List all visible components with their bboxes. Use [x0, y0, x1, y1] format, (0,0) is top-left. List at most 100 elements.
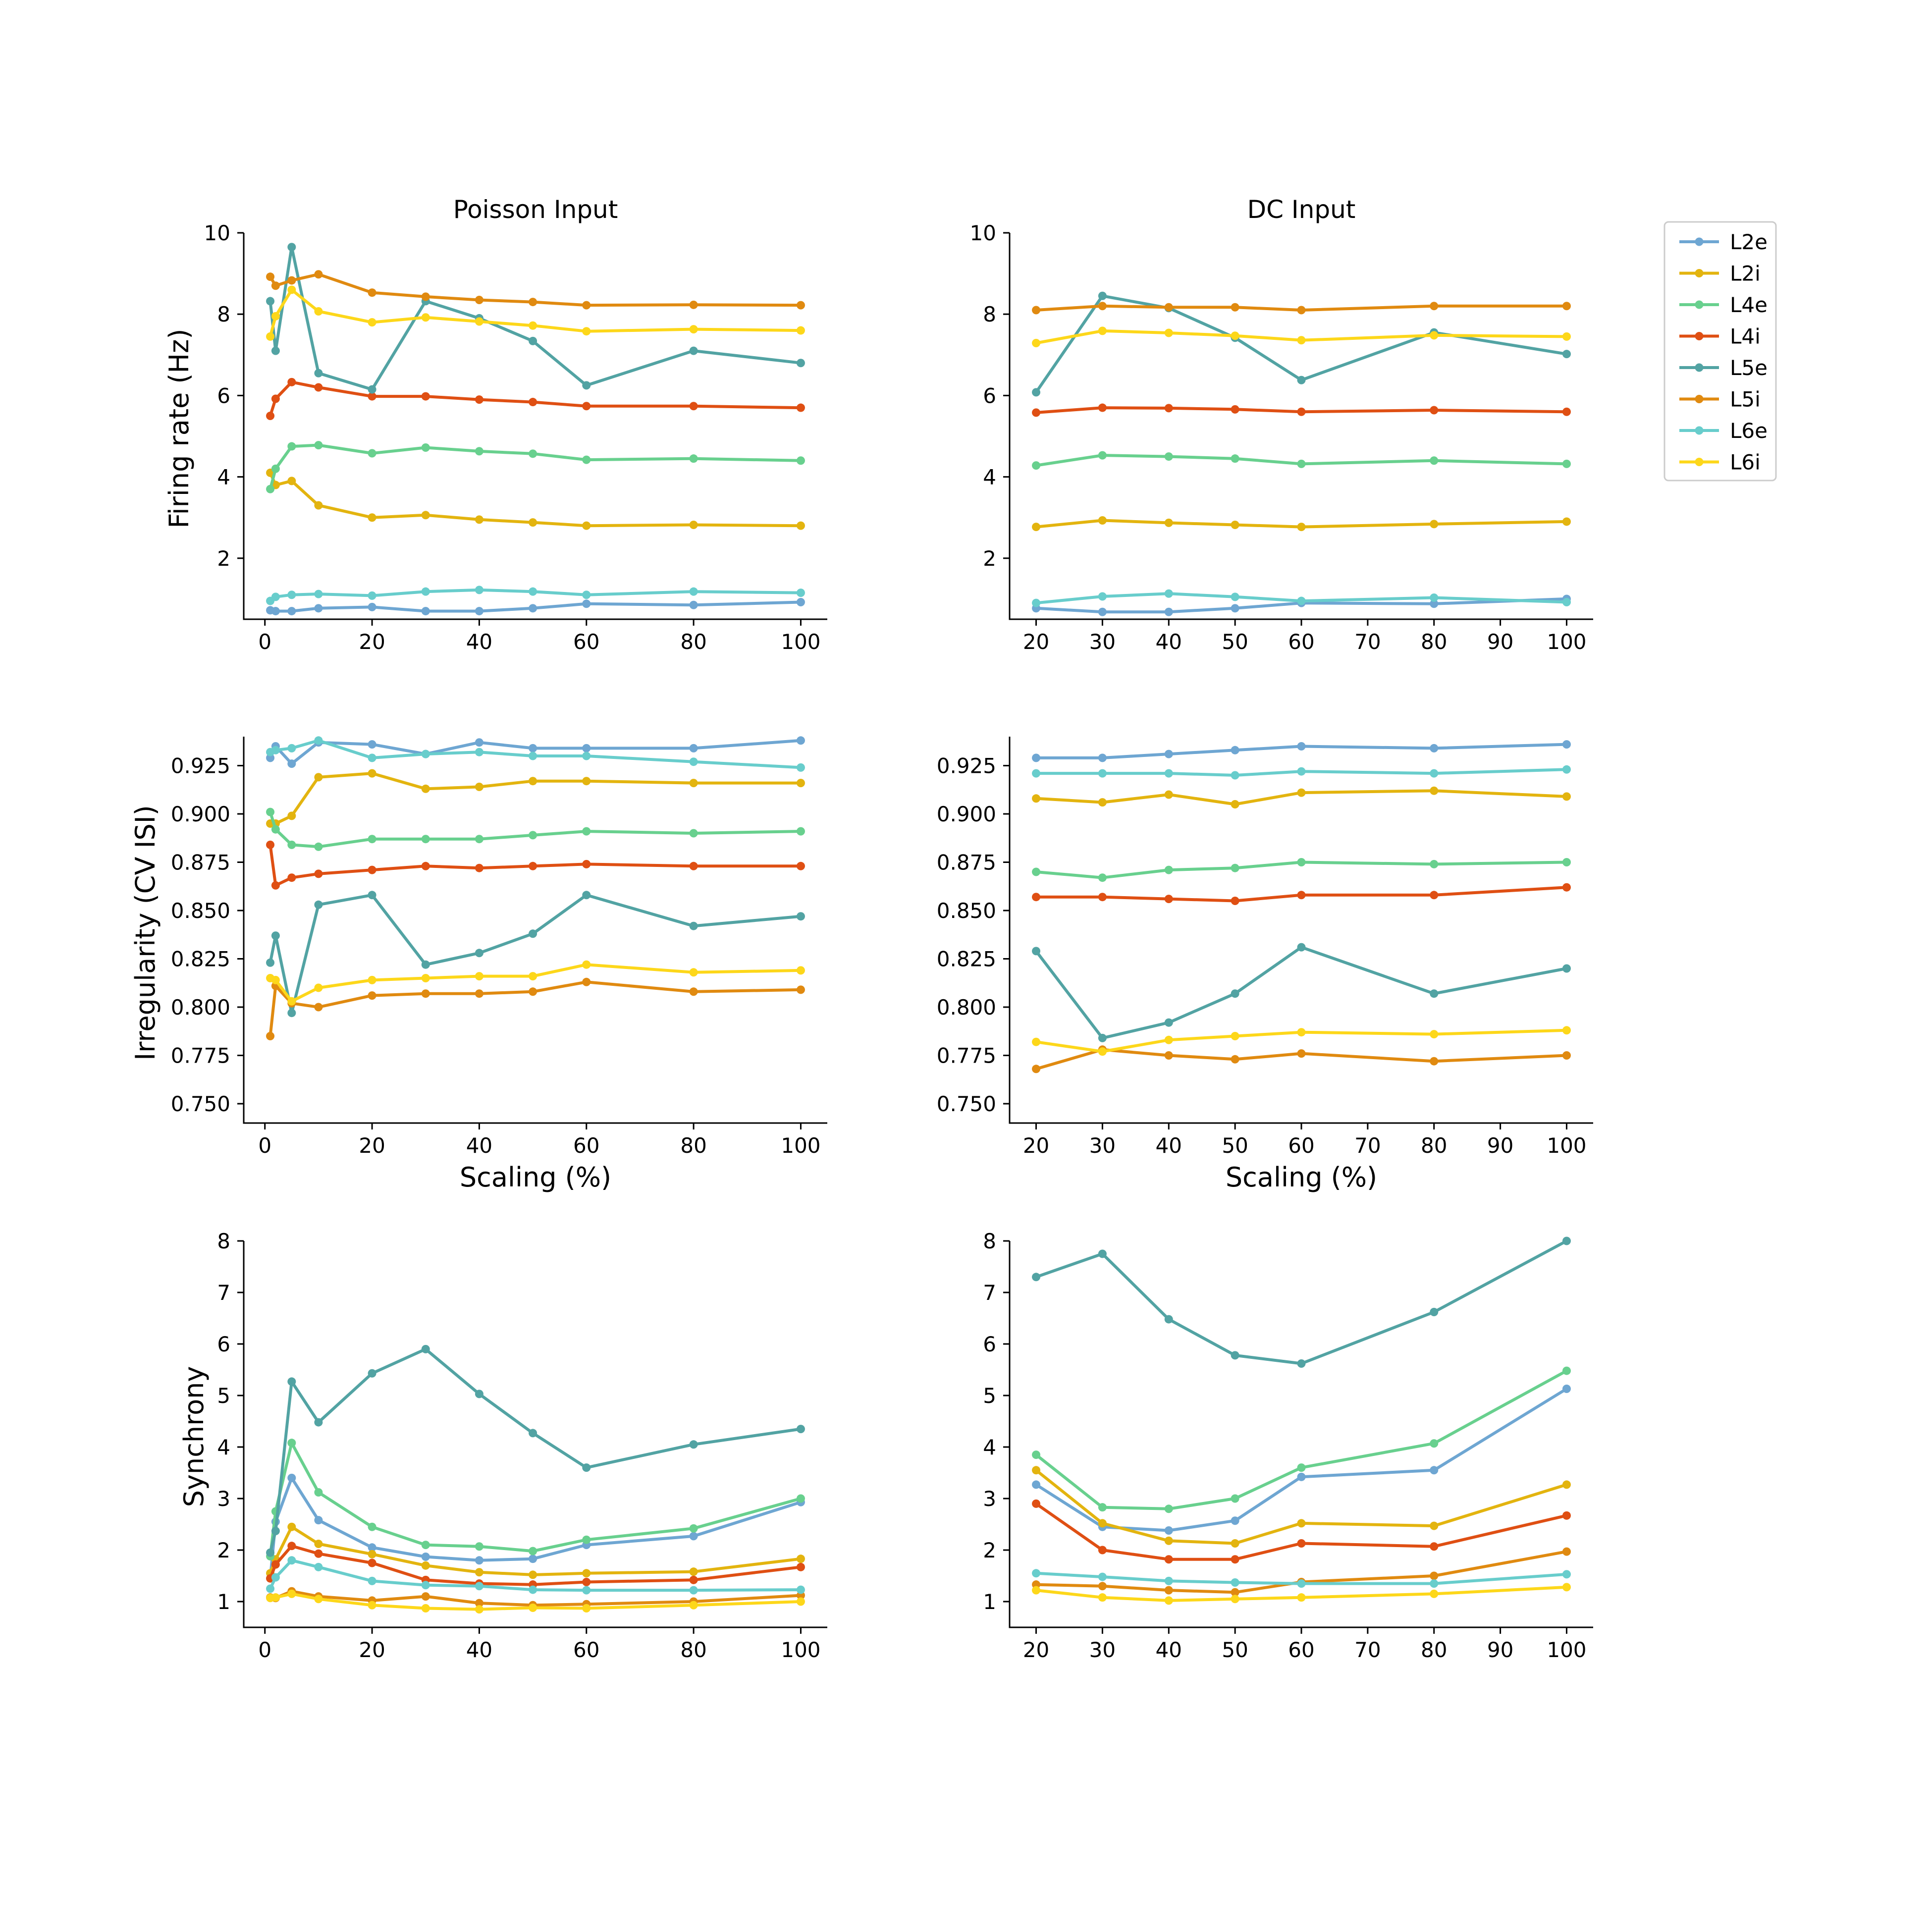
data-point-L6e	[796, 1585, 805, 1594]
data-point-L6i	[1430, 331, 1439, 340]
data-point-L6e	[287, 744, 296, 752]
data-point-L4e	[1098, 873, 1107, 882]
data-point-L4e	[1430, 456, 1439, 465]
data-point-L6i	[314, 307, 323, 316]
data-point-L5e	[529, 1429, 537, 1438]
data-point-L6e	[421, 587, 430, 596]
data-point-L2i	[1430, 520, 1439, 529]
data-point-L4i	[1032, 893, 1041, 902]
data-point-L4e	[1562, 1366, 1571, 1375]
x-tick-label: 60	[1288, 1638, 1314, 1662]
data-point-L5e	[1297, 376, 1306, 384]
data-point-L4e	[529, 449, 537, 458]
data-point-L4i	[475, 863, 483, 872]
data-point-L2e	[1032, 753, 1041, 762]
data-point-L5e	[1297, 943, 1306, 952]
data-point-L2e	[421, 1553, 430, 1561]
data-point-L4e	[421, 835, 430, 844]
x-tick-label: 0	[258, 1638, 271, 1662]
data-point-L6e	[1297, 1579, 1306, 1588]
data-point-L2i	[1032, 794, 1041, 803]
data-point-L2i	[1297, 523, 1306, 532]
data-point-L5i	[1032, 1065, 1041, 1073]
data-point-L4i	[1164, 404, 1173, 413]
data-point-L6i	[529, 321, 537, 330]
data-point-L5i	[266, 1032, 275, 1040]
data-point-L2i	[475, 1568, 483, 1577]
x-axis-label: Scaling (%)	[1226, 1162, 1377, 1193]
data-point-L2e	[1430, 1466, 1439, 1475]
data-point-L4i	[1430, 406, 1439, 415]
data-point-L2i	[368, 1550, 376, 1558]
x-tick-label: 100	[781, 1133, 820, 1158]
x-tick-label: 100	[1547, 630, 1586, 654]
data-point-L4i	[368, 1558, 376, 1567]
data-point-L6e	[287, 1556, 296, 1565]
data-point-L2e	[271, 607, 280, 616]
data-point-L2i	[1562, 792, 1571, 801]
y-tick-label: 6	[217, 1332, 230, 1356]
data-point-L5e	[1098, 1033, 1107, 1042]
data-point-L4e	[796, 456, 805, 465]
data-point-L2e	[1430, 744, 1439, 752]
data-point-L4i	[421, 861, 430, 870]
data-point-L2e	[287, 607, 296, 616]
data-point-L2i	[475, 515, 483, 524]
panel-dc-cv: Scaling (%) 20 30 40 50 60 70 80 90 100 0.750 0.77…	[937, 737, 1593, 1193]
y-tick-label: 0.750	[937, 1092, 996, 1116]
y-axis-label: Synchrony	[178, 1366, 210, 1507]
data-point-L5e	[271, 346, 280, 355]
legend-label-L2i: L2i	[1730, 262, 1761, 286]
data-point-L6e	[1032, 598, 1041, 607]
data-point-L6i	[1231, 1595, 1239, 1604]
data-point-L6i	[1231, 331, 1239, 340]
x-tick-label: 100	[1547, 1638, 1586, 1662]
data-point-L5e	[266, 297, 275, 306]
axis-spines	[1009, 737, 1593, 1124]
data-point-L6i	[796, 326, 805, 335]
data-point-L4e	[1164, 865, 1173, 874]
x-tick-label: 20	[359, 630, 385, 654]
y-tick-label: 8	[217, 302, 230, 326]
data-point-L6i	[1032, 339, 1041, 348]
x-tick-label: 80	[1421, 630, 1447, 654]
y-tick-label: 3	[217, 1487, 230, 1511]
data-point-L6i	[1098, 1593, 1107, 1602]
x-tick-label: 80	[680, 1638, 706, 1662]
data-point-L6e	[1098, 592, 1107, 601]
data-point-L2i	[796, 521, 805, 530]
x-tick-label: 80	[1421, 1638, 1447, 1662]
data-point-L6i	[1032, 1586, 1041, 1595]
x-tick-label: 30	[1089, 1133, 1116, 1158]
data-point-L2e	[1231, 746, 1239, 754]
y-tick-label: 8	[983, 302, 996, 326]
data-point-L2i	[529, 1570, 537, 1579]
data-point-L2e	[1231, 604, 1239, 613]
data-point-L2e	[314, 604, 323, 613]
data-point-L5e	[271, 1527, 280, 1536]
data-point-L4i	[582, 859, 591, 868]
legend-marker-L6e	[1695, 426, 1704, 435]
data-point-L4i	[1164, 1555, 1173, 1564]
data-point-L6i	[1164, 328, 1173, 337]
x-tick-label: 60	[1288, 1133, 1314, 1158]
data-point-L5e	[1430, 989, 1439, 998]
axis-spines	[1009, 233, 1593, 620]
data-point-L2i	[1297, 788, 1306, 797]
data-point-L6e	[796, 763, 805, 772]
data-point-L4i	[271, 1560, 280, 1569]
data-point-L4e	[529, 1547, 537, 1556]
data-point-L5e	[796, 359, 805, 368]
data-point-L6i	[1430, 1030, 1439, 1039]
data-point-L5i	[1231, 303, 1239, 312]
data-point-L4e	[421, 443, 430, 452]
x-axis-label: Scaling (%)	[460, 1162, 611, 1193]
panel-poisson-rate: Poisson Input Firing rate (Hz) 0 20 40 60 80…	[163, 195, 827, 654]
y-tick-label: 2	[983, 546, 996, 571]
panel-dc-rate: DC Input 20 30 40 50 60 70 80 90 100 2 4 6 8 10	[970, 195, 1593, 654]
x-tick-label: 40	[1156, 630, 1182, 654]
x-tick-label: 40	[466, 630, 492, 654]
data-point-L4i	[1032, 408, 1041, 417]
data-point-L2i	[1231, 1539, 1239, 1548]
y-tick-label: 6	[983, 1332, 996, 1356]
